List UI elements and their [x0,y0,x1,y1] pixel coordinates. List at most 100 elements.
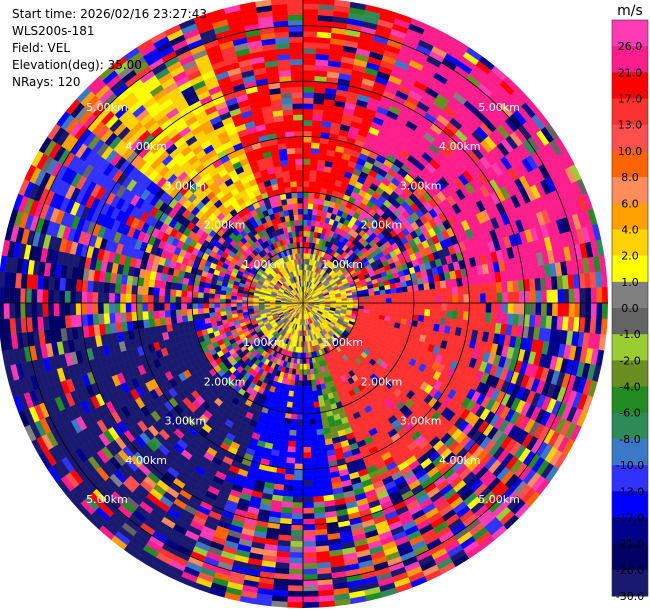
velocity-cell [313,401,320,408]
velocity-cell [64,302,71,316]
velocity-cell [103,302,110,314]
velocity-cell [153,310,160,319]
velocity-cell [313,92,326,100]
velocity-cell [290,413,298,420]
velocity-cell [299,358,304,365]
velocity-cell [299,363,304,370]
velocity-cell [302,64,316,71]
velocity-cell [302,36,318,43]
velocity-cell [480,293,487,304]
velocity-cell [270,600,288,608]
velocity-cell [424,309,431,317]
velocity-cell [281,501,293,509]
velocity-cell [419,296,426,304]
velocity-cell [302,596,319,603]
velocity-cell [302,20,318,27]
velocity-cell [219,302,226,308]
velocity-cell [302,14,319,21]
velocity-cell [380,302,387,308]
velocity-cell [495,281,503,293]
velocity-cell [298,385,304,392]
velocity-cell [302,419,310,426]
velocity-cell [302,0,320,5]
velocity-cell [363,302,370,307]
velocity-cell [395,282,402,289]
velocity-cell [302,180,310,187]
velocity-cell [352,299,359,304]
velocity-cell [313,86,326,94]
velocity-cell [208,307,215,314]
velocity-cell [283,417,291,425]
velocity-cell [318,0,336,6]
velocity-cell [197,302,204,309]
velocity-cell [296,424,304,431]
velocity-cell [119,302,126,313]
velocity-cell [396,302,403,309]
velocity-cell [302,574,318,581]
velocity-cell [506,313,514,326]
velocity-cell [401,286,408,293]
velocity-cell [600,318,608,336]
velocity-cell [292,502,304,509]
velocity-cell [302,225,308,232]
velocity-cell [357,296,365,301]
velocity-cell [369,302,376,307]
velocity-cell [225,302,232,308]
velocity-cell [309,435,318,442]
velocity-cell [535,290,542,304]
velocity-cell [479,312,486,323]
velocity-cell [495,313,503,325]
velocity-cell [557,289,564,304]
velocity-cell [81,291,88,304]
velocity-cell [429,288,437,297]
velocity-cell [292,496,304,503]
velocity-cell [125,311,133,322]
velocity-cell [358,299,365,304]
velocity-cell [191,302,198,309]
velocity-cell [0,302,5,320]
velocity-cell [435,309,442,318]
velocity-cell [92,291,99,304]
velocity-cell [203,307,210,314]
velocity-cell [316,428,324,436]
velocity-cell [302,103,314,110]
velocity-cell [220,310,227,317]
velocity-cell [446,310,453,319]
velocity-cell [198,313,205,320]
velocity-cell [574,288,581,304]
velocity-cell [92,313,100,326]
velocity-cell [313,495,325,503]
velocity-cell [546,302,553,317]
velocity-cell [114,312,122,323]
velocity-cell [302,496,314,503]
velocity-cell [302,164,311,171]
velocity-cell [108,292,115,304]
velocity-cell [299,352,304,359]
velocity-cell [407,308,414,315]
velocity-cell [175,302,182,310]
velocity-cell [302,42,317,49]
velocity-cell [297,396,304,403]
velocity-cell [474,293,481,304]
velocity-cell [75,302,82,316]
velocity-cell [428,316,436,324]
velocity-cell [307,396,314,403]
velocity-cell [496,302,503,314]
velocity-cell [451,286,459,296]
velocity-cell [297,408,304,415]
velocity-cell [374,294,381,300]
velocity-cell [512,313,520,326]
velocity-cell [289,424,297,431]
velocity-cell [282,428,290,436]
velocity-cell [42,302,49,317]
velocity-cell [596,302,603,319]
velocity-cell [214,311,222,318]
velocity-cell [231,309,238,315]
velocity-cell [169,302,176,311]
velocity-cell [175,315,183,324]
velocity-cell [535,302,542,316]
velocity-cell [283,479,294,486]
velocity-cell [302,441,311,448]
velocity-cell [507,302,514,315]
